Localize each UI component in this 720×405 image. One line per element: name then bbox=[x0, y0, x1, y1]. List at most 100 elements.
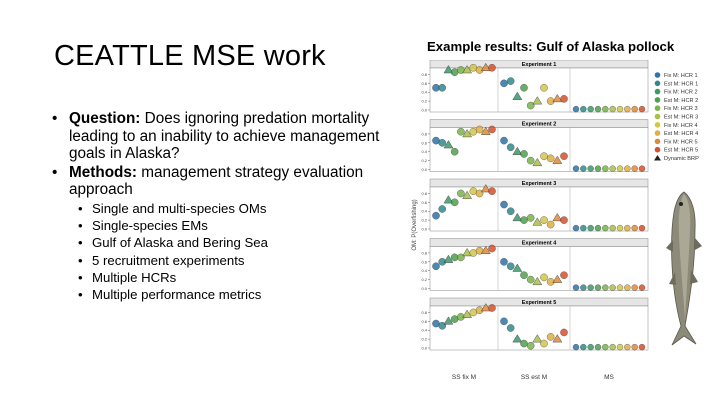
data-point-triangle bbox=[462, 128, 473, 138]
data-point bbox=[546, 154, 555, 163]
data-point bbox=[602, 284, 609, 291]
data-point bbox=[616, 284, 624, 291]
data-point bbox=[450, 147, 459, 156]
y-tick-label: 0.8 bbox=[421, 72, 427, 77]
panel-frame bbox=[429, 67, 649, 113]
bullet-text: Does ignoring predation mortality leadin… bbox=[69, 110, 380, 163]
data-point bbox=[457, 189, 465, 198]
data-point bbox=[580, 284, 587, 291]
legend-label: Est M: HCR 1 bbox=[664, 81, 698, 87]
data-point-triangle bbox=[462, 65, 473, 74]
data-point bbox=[506, 262, 515, 271]
data-point bbox=[432, 211, 440, 220]
bullet-methods: • Methods: management strategy evaluatio… bbox=[52, 164, 382, 199]
data-point-triangle bbox=[462, 309, 473, 318]
data-point bbox=[594, 105, 602, 113]
legend-marker bbox=[654, 138, 661, 145]
data-point bbox=[580, 224, 587, 232]
sub-bullet-glyph: • bbox=[78, 218, 83, 234]
data-point bbox=[616, 224, 624, 232]
legend-label: Fix M: HCR 3 bbox=[664, 106, 698, 112]
data-point bbox=[526, 156, 535, 165]
data-point-triangle bbox=[443, 65, 454, 74]
y-tick-label: 0.4 bbox=[421, 268, 427, 273]
data-point bbox=[572, 343, 580, 351]
y-tick-label: 0.6 bbox=[421, 81, 427, 86]
data-point bbox=[520, 216, 528, 224]
data-point bbox=[624, 343, 631, 351]
data-point bbox=[594, 343, 602, 351]
y-tick-label: 0.2 bbox=[421, 158, 427, 163]
data-point bbox=[520, 83, 528, 92]
data-point bbox=[631, 343, 638, 351]
data-point-triangle bbox=[443, 195, 454, 204]
y-tick-label: 0.2 bbox=[421, 277, 427, 282]
data-point bbox=[546, 333, 555, 341]
data-point bbox=[475, 125, 484, 134]
data-point bbox=[638, 105, 646, 113]
legend-label: Fix M: HCR 4 bbox=[664, 123, 698, 129]
data-point bbox=[457, 127, 465, 136]
data-point bbox=[500, 136, 508, 145]
y-tick-label: 0.2 bbox=[421, 337, 427, 342]
data-point bbox=[602, 165, 609, 172]
data-point bbox=[560, 95, 568, 103]
legend-marker bbox=[654, 88, 661, 95]
y-tick-label: 0.2 bbox=[421, 99, 427, 104]
figure-title: Example results: Gulf of Alaska pollock bbox=[427, 39, 675, 54]
data-point bbox=[546, 220, 555, 229]
data-point bbox=[500, 79, 508, 88]
y-tick-label: 0.4 bbox=[421, 328, 427, 333]
legend-label: Est M: HCR 3 bbox=[664, 115, 698, 121]
data-point-triangle bbox=[532, 96, 543, 105]
panel-title: Experiment 5 bbox=[522, 300, 557, 306]
y-tick-label: 0.6 bbox=[421, 200, 427, 205]
data-point-triangle bbox=[443, 254, 454, 263]
legend-marker bbox=[654, 122, 661, 128]
bullet-glyph: • bbox=[52, 110, 58, 127]
panel-title: Experiment 2 bbox=[522, 122, 557, 128]
legend-marker bbox=[654, 80, 661, 87]
y-tick-label: 0.0 bbox=[421, 167, 427, 172]
legend-label: Est M: HCR 4 bbox=[664, 131, 698, 137]
data-point bbox=[506, 207, 515, 216]
legend-marker bbox=[654, 105, 661, 111]
y-axis-label: OM: P(Overfishing) bbox=[412, 199, 418, 250]
data-point bbox=[631, 165, 638, 172]
data-point-triangle bbox=[532, 217, 543, 226]
y-tick-label: 0.6 bbox=[421, 319, 427, 324]
data-point bbox=[631, 284, 638, 291]
y-tick-label: 0.8 bbox=[421, 310, 427, 315]
data-point bbox=[609, 224, 616, 232]
pollock-fish-icon bbox=[666, 191, 702, 346]
legend-label: Est M: HCR 5 bbox=[664, 148, 698, 154]
data-point-triangle bbox=[462, 190, 473, 199]
data-point bbox=[506, 324, 515, 332]
data-point-triangle bbox=[462, 247, 473, 257]
data-point bbox=[438, 139, 447, 147]
y-tick-label: 0.6 bbox=[421, 140, 427, 145]
data-point bbox=[500, 258, 508, 266]
data-point bbox=[450, 198, 459, 207]
y-tick-label: 0.2 bbox=[421, 218, 427, 223]
data-point bbox=[616, 343, 624, 351]
legend-marker bbox=[654, 146, 661, 153]
data-point bbox=[609, 343, 616, 351]
bullet-text: management strategy evaluation approach bbox=[69, 163, 364, 199]
y-tick-label: 0.8 bbox=[421, 250, 427, 255]
panel-title: Experiment 3 bbox=[522, 181, 557, 187]
sub-bullet: • 5 recruitment experiments bbox=[52, 252, 382, 269]
data-point bbox=[580, 105, 587, 113]
data-point-triangle bbox=[512, 212, 523, 222]
bullet-glyph: • bbox=[52, 163, 58, 181]
data-point bbox=[520, 150, 528, 158]
results-chart: Experiment 1 0.0 0.2 0.4 0.6 0.8 Experiment 2 0… bbox=[412, 60, 699, 381]
data-point-triangle bbox=[480, 62, 491, 72]
data-point bbox=[540, 216, 548, 224]
panel-title: Experiment 4 bbox=[522, 241, 557, 247]
legend-label: Dynamic BRP bbox=[664, 156, 699, 162]
data-point bbox=[438, 205, 447, 213]
legend-marker bbox=[654, 72, 661, 78]
panel-title: Experiment 1 bbox=[522, 62, 557, 68]
data-point-triangle bbox=[480, 303, 491, 312]
